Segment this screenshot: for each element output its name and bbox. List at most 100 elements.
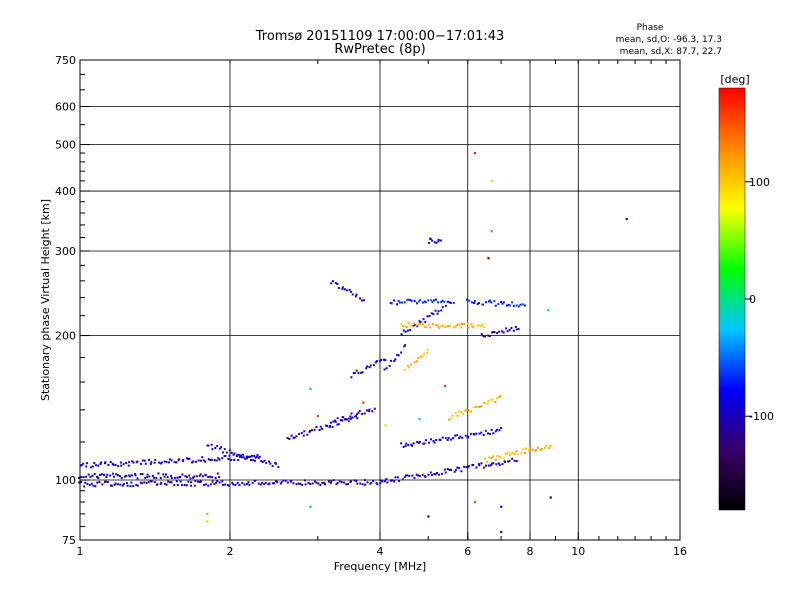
data-point bbox=[160, 461, 163, 464]
data-point bbox=[478, 432, 481, 435]
data-point bbox=[432, 299, 435, 302]
data-point bbox=[383, 368, 386, 371]
data-point bbox=[156, 483, 159, 486]
data-point bbox=[498, 429, 501, 432]
data-point bbox=[173, 476, 176, 479]
data-point bbox=[118, 475, 121, 478]
data-point bbox=[309, 505, 312, 508]
data-point bbox=[522, 448, 525, 451]
data-point bbox=[214, 476, 217, 479]
data-point bbox=[119, 461, 122, 464]
data-point bbox=[139, 462, 142, 465]
data-point bbox=[486, 402, 489, 405]
data-point bbox=[422, 318, 425, 321]
data-point bbox=[247, 481, 250, 484]
colorbar-tick-label: 100 bbox=[749, 176, 770, 189]
data-point bbox=[381, 480, 384, 483]
data-point bbox=[523, 452, 526, 455]
data-point bbox=[243, 483, 246, 486]
data-point bbox=[236, 481, 239, 484]
data-point bbox=[523, 304, 526, 307]
data-point bbox=[481, 323, 484, 326]
data-point bbox=[540, 447, 543, 450]
data-point bbox=[97, 464, 100, 467]
data-point bbox=[239, 454, 242, 457]
data-point bbox=[396, 353, 399, 356]
data-point bbox=[106, 473, 109, 476]
data-point bbox=[228, 449, 231, 452]
data-point bbox=[443, 300, 446, 303]
data-point bbox=[359, 482, 362, 485]
data-point bbox=[159, 477, 162, 480]
data-point bbox=[222, 483, 225, 486]
data-point bbox=[490, 301, 493, 304]
data-point bbox=[233, 458, 236, 461]
data-point bbox=[250, 454, 253, 457]
data-point bbox=[369, 364, 372, 367]
data-point bbox=[398, 301, 401, 304]
data-point bbox=[437, 310, 440, 313]
data-point bbox=[181, 484, 184, 487]
data-point bbox=[147, 459, 150, 462]
data-point bbox=[487, 334, 490, 337]
data-point bbox=[416, 325, 419, 328]
data-point bbox=[350, 480, 353, 483]
colorbar-tick-label: 0 bbox=[749, 293, 756, 306]
data-point bbox=[238, 453, 241, 456]
data-point bbox=[209, 458, 212, 461]
data-point bbox=[515, 328, 518, 331]
data-point bbox=[245, 483, 248, 486]
data-point bbox=[105, 476, 108, 479]
data-point bbox=[478, 406, 481, 409]
data-point bbox=[404, 344, 407, 347]
phase-header: Phase bbox=[637, 23, 664, 33]
grid-lines bbox=[80, 60, 680, 540]
data-point bbox=[324, 483, 327, 486]
data-point bbox=[456, 414, 459, 417]
data-point bbox=[417, 357, 420, 360]
data-point bbox=[432, 313, 435, 316]
data-point bbox=[411, 325, 414, 328]
data-point bbox=[460, 470, 463, 473]
data-point bbox=[472, 463, 475, 466]
data-point bbox=[342, 416, 345, 419]
data-point bbox=[267, 483, 270, 486]
data-point bbox=[400, 351, 403, 354]
data-point bbox=[345, 289, 348, 292]
data-point bbox=[98, 474, 101, 477]
data-point bbox=[254, 479, 257, 482]
data-point bbox=[426, 348, 429, 351]
data-point bbox=[120, 464, 123, 467]
data-point bbox=[332, 420, 335, 423]
data-point bbox=[275, 480, 278, 483]
data-point bbox=[218, 476, 221, 479]
data-point bbox=[230, 451, 233, 454]
data-point bbox=[124, 475, 127, 478]
data-point bbox=[106, 481, 109, 484]
data-point bbox=[470, 410, 473, 413]
data-point bbox=[88, 484, 91, 487]
data-point bbox=[490, 398, 493, 401]
data-point bbox=[301, 484, 304, 487]
data-point bbox=[189, 484, 192, 487]
data-point bbox=[482, 335, 485, 338]
data-point bbox=[207, 476, 210, 479]
data-point bbox=[507, 460, 510, 463]
data-point bbox=[125, 474, 128, 477]
data-point bbox=[364, 483, 367, 486]
data-point bbox=[394, 358, 397, 361]
data-point bbox=[318, 428, 321, 431]
data-point bbox=[328, 426, 331, 429]
data-point bbox=[347, 420, 350, 423]
data-point bbox=[315, 481, 318, 484]
data-point bbox=[473, 500, 477, 504]
data-point bbox=[78, 481, 81, 484]
data-point bbox=[368, 408, 371, 411]
data-point bbox=[211, 476, 214, 479]
data-point bbox=[401, 478, 404, 481]
data-point bbox=[468, 465, 471, 468]
data-point bbox=[480, 333, 483, 336]
data-point bbox=[141, 473, 144, 476]
chart-subtitle: RwPretec (8p) bbox=[334, 42, 425, 57]
data-point bbox=[403, 345, 406, 348]
